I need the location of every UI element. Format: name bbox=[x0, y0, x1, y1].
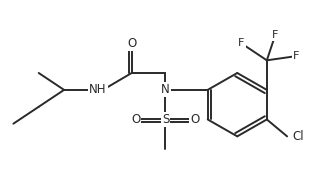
Text: F: F bbox=[272, 30, 279, 40]
Text: Cl: Cl bbox=[292, 130, 304, 143]
Text: F: F bbox=[293, 51, 300, 61]
Text: NH: NH bbox=[89, 83, 107, 96]
Text: O: O bbox=[131, 113, 140, 126]
Text: F: F bbox=[238, 38, 245, 48]
Text: O: O bbox=[190, 113, 200, 126]
Text: O: O bbox=[127, 37, 136, 50]
Text: S: S bbox=[162, 113, 169, 126]
Text: N: N bbox=[161, 83, 170, 96]
